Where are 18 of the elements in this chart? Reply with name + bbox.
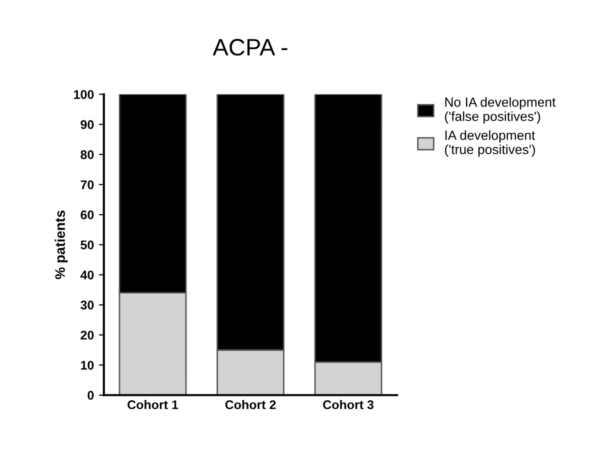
y-tick-label: 100	[74, 90, 94, 99]
y-tick-label: 40	[80, 270, 94, 280]
y-tick-label: 80	[80, 150, 94, 160]
x-tick-label: Cohort 3	[323, 400, 374, 410]
x-tick-label: Cohort 2	[225, 400, 276, 410]
legend-label: No IA development ('false positives')	[445, 97, 556, 124]
x-tick-label: Cohort 1	[128, 400, 178, 410]
chart-title: ACPA -	[212, 38, 288, 56]
y-tick-label: 90	[80, 120, 94, 130]
y-tick-label: 70	[80, 180, 94, 190]
y-axis-title: % patients	[54, 210, 68, 280]
y-tick-label: 50	[80, 240, 94, 250]
y-tick-label: 20	[80, 330, 94, 340]
legend-label: IA development ('true positives')	[445, 130, 536, 157]
y-tick-label: 10	[81, 360, 94, 370]
y-tick-label: 0	[88, 390, 94, 400]
y-tick-label: 30	[80, 300, 94, 310]
y-tick-label: 60	[80, 210, 94, 220]
